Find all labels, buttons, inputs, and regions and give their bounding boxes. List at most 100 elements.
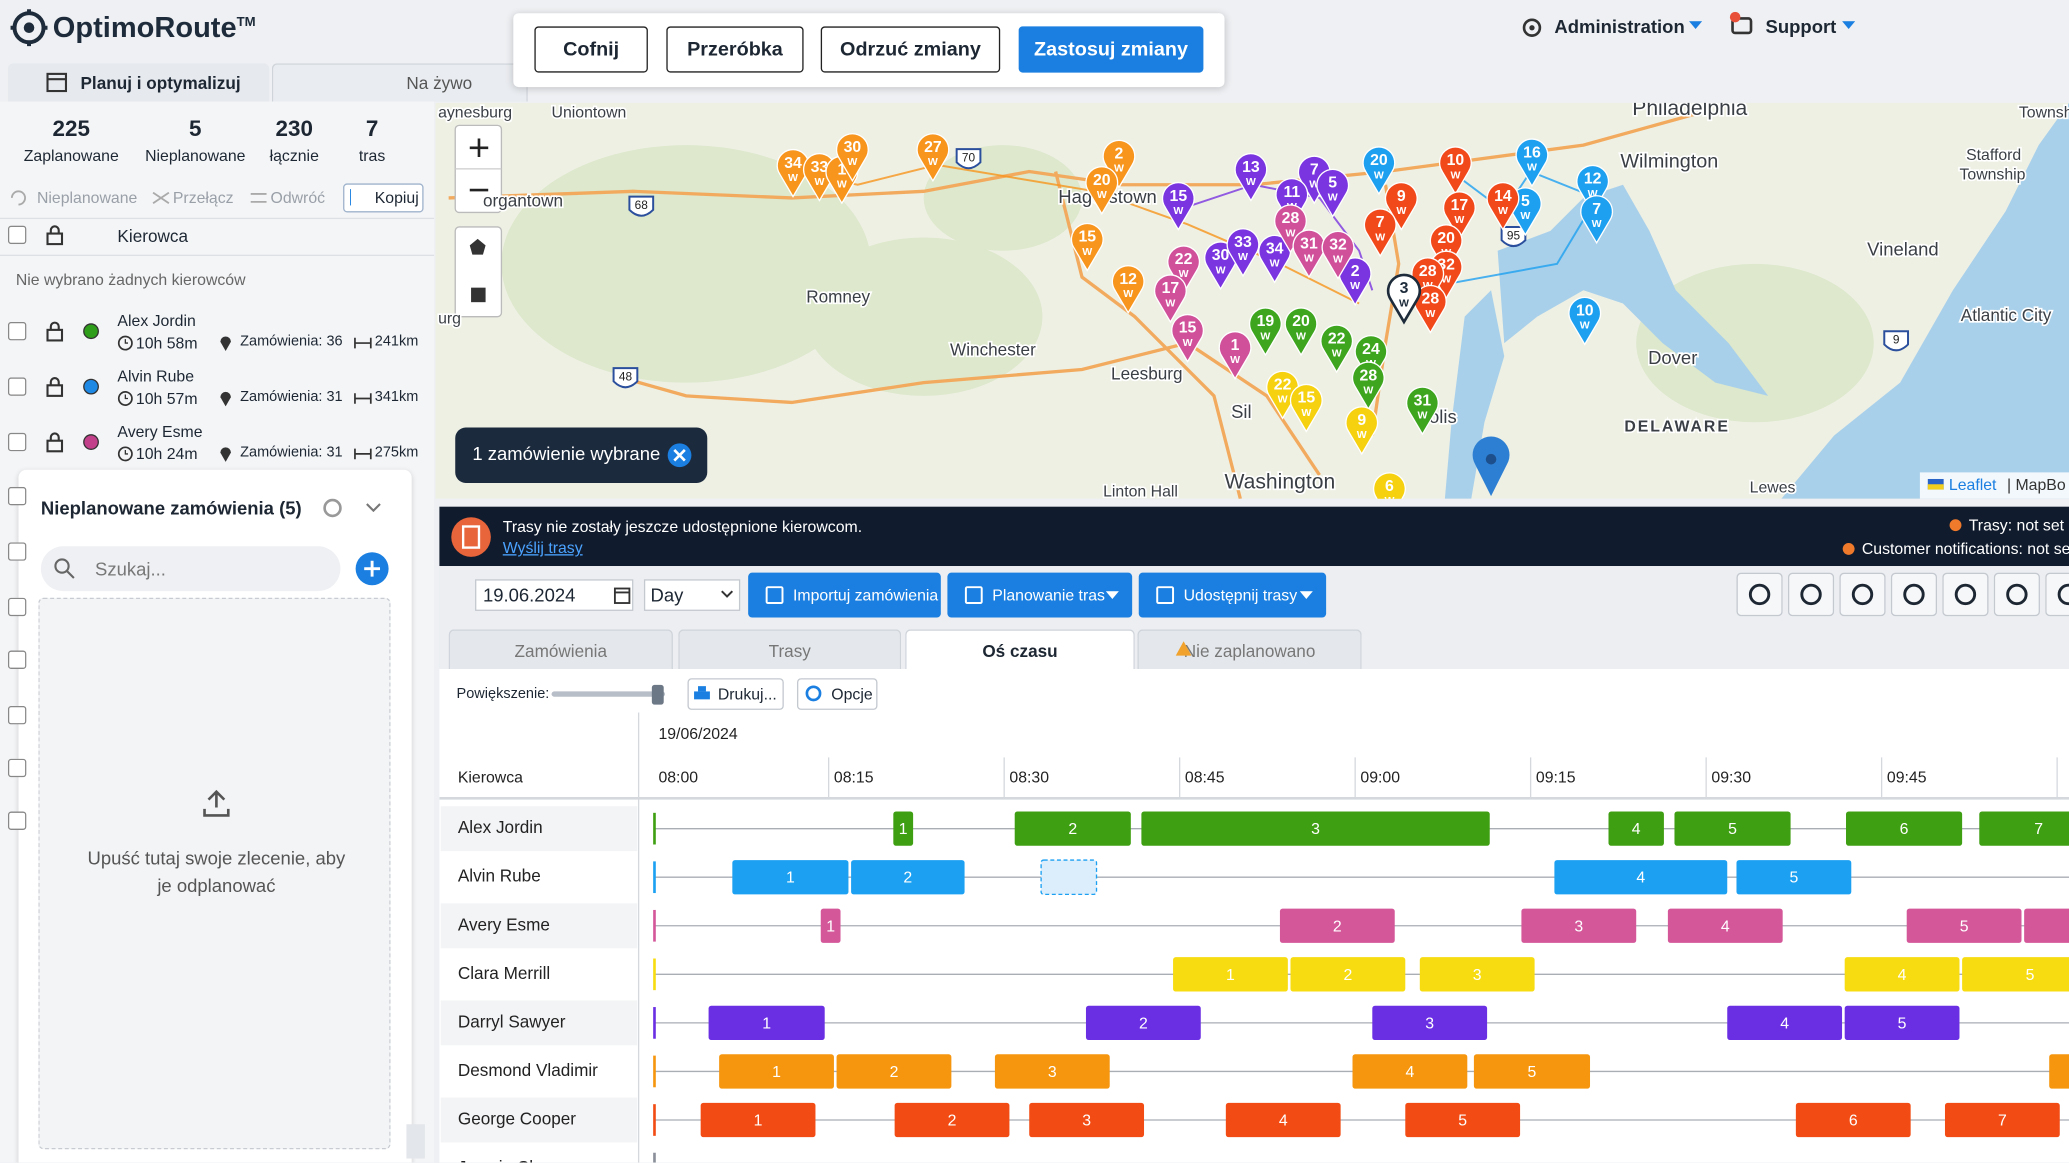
marker-suffix: W: [1286, 227, 1296, 239]
marker-label: 12: [1119, 271, 1137, 288]
gear-icon: [1520, 16, 1544, 40]
marker-label: 15: [1170, 188, 1188, 205]
notice-link[interactable]: Wyślij trasy: [503, 538, 583, 556]
marker-suffix: W: [1332, 347, 1342, 359]
tab-label: Zamówienia: [449, 641, 673, 661]
marker-suffix: W: [1396, 205, 1406, 217]
icon-button: [1788, 573, 1834, 617]
place-label: Romney: [806, 287, 870, 307]
checkbox: [8, 598, 26, 616]
marker-suffix: W: [1260, 330, 1270, 342]
edit-button[interactable]: Przeróbka: [666, 26, 803, 72]
order-label: 5: [1528, 1064, 1537, 1081]
checkbox: [8, 322, 26, 340]
checkbox: [8, 226, 26, 244]
pin-icon: [219, 334, 232, 351]
distance-icon: [354, 447, 372, 460]
attribution-link[interactable]: Leaflet: [1949, 477, 1997, 494]
order-label: 5: [1728, 821, 1737, 838]
time-label: 09:15: [1536, 770, 1576, 787]
checkbox: [8, 651, 26, 669]
edit-button[interactable]: Zastosuj zmiany: [1019, 26, 1204, 72]
driver-name: Avery Esme: [117, 422, 202, 440]
place-label: Philadelphia: [1632, 103, 1747, 120]
date-value: 19.06.2024: [483, 585, 575, 606]
marker-suffix: W: [1082, 246, 1092, 258]
marker-label: 28: [1419, 263, 1437, 280]
marker-suffix: W: [814, 176, 824, 188]
column-header: Kierowca: [117, 226, 188, 246]
order-label: 4: [1721, 918, 1730, 935]
time-label: 08:00: [658, 770, 698, 787]
search-icon: [53, 557, 77, 581]
marker-suffix: W: [1328, 192, 1338, 204]
driver-distance: 341km: [375, 389, 419, 405]
order-label: 1: [1226, 967, 1235, 984]
place-label: organtown: [483, 190, 563, 210]
marker-label: 28: [1360, 367, 1378, 384]
order-label: 1: [772, 1064, 781, 1081]
collapse-tab[interactable]: [406, 1124, 424, 1158]
checkbox: [8, 487, 26, 505]
menu-administration[interactable]: Administration: [1554, 16, 1684, 37]
icon-button: [1736, 573, 1782, 617]
marker-suffix: W: [1238, 251, 1248, 263]
driver-name: Alvin Rube: [117, 367, 194, 385]
tab-live[interactable]: [272, 63, 528, 101]
timeline-date: 19/06/2024: [658, 726, 737, 743]
zoom-slider[interactable]: [549, 681, 670, 707]
driver-duration: 10h 57m: [136, 389, 198, 407]
marker-suffix: W: [1097, 189, 1107, 201]
order-label: 6: [1900, 821, 1909, 838]
add-button[interactable]: [355, 552, 389, 586]
edit-button[interactable]: Odrzuć zmiany: [821, 26, 1000, 72]
marker-suffix: W: [1592, 218, 1602, 230]
caret: [1689, 21, 1702, 32]
marker-suffix: W: [1183, 337, 1193, 349]
checkbox: [8, 812, 26, 830]
menu-support[interactable]: Support: [1766, 16, 1837, 37]
marker-suffix: W: [1357, 429, 1367, 441]
marker-suffix: W: [1425, 308, 1435, 320]
marker-label: 33: [1234, 234, 1252, 251]
driver-orders: Zamówienia: 31: [240, 389, 342, 405]
marker-label: 24: [1362, 341, 1380, 358]
shield-number: 68: [635, 198, 649, 212]
stat-value: 5: [143, 116, 249, 142]
marker-label: 7: [1376, 214, 1385, 231]
marker-suffix: W: [1374, 169, 1384, 181]
marker-suffix: W: [928, 156, 938, 168]
card-icons[interactable]: [321, 496, 390, 520]
shield-number: 48: [619, 370, 633, 384]
action[interactable]: Kopiuj: [375, 189, 419, 207]
marker-label: 2: [1115, 146, 1124, 163]
table-header: [0, 218, 434, 256]
driver-duration: 10h 24m: [136, 445, 198, 463]
control-icon: [764, 585, 785, 606]
tab-label: Trasy: [678, 641, 901, 661]
clock-icon: [117, 335, 133, 351]
place-label: Dover: [1648, 347, 1697, 368]
marker-suffix: W: [847, 156, 857, 168]
time-label: 08:15: [834, 770, 874, 787]
marker-label: 20: [1292, 313, 1310, 330]
marker-label: 9: [1357, 412, 1366, 429]
attribution: | MapBo: [2007, 477, 2066, 494]
marker-suffix: W: [1454, 214, 1464, 226]
caret: [720, 590, 733, 601]
order-label: 3: [1425, 1015, 1434, 1032]
marker-label: 10: [1447, 152, 1465, 169]
marker-label: 11: [1283, 184, 1300, 201]
marker-label: 28: [1422, 291, 1440, 308]
stat-value: 7: [319, 116, 425, 142]
marker-label: 17: [1162, 280, 1180, 297]
edit-button[interactable]: Cofnij: [534, 26, 647, 72]
options-icon: [804, 684, 824, 704]
marker-label: 22: [1175, 251, 1193, 268]
view-value: Day: [651, 585, 684, 606]
search-box[interactable]: [41, 546, 341, 591]
order-label: 4: [1636, 870, 1645, 887]
shield-number: 95: [1507, 228, 1521, 242]
marker-suffix: W: [1230, 354, 1240, 366]
